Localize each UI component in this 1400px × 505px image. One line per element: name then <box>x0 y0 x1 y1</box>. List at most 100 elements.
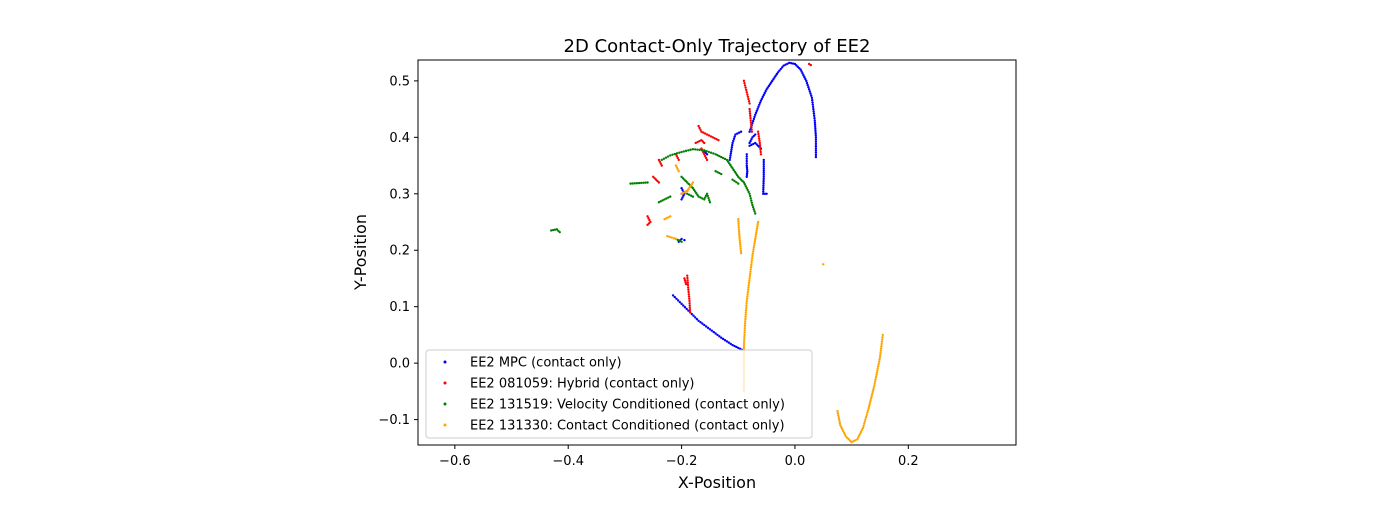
data-point <box>721 156 725 160</box>
legend-marker <box>443 402 447 406</box>
data-point <box>673 152 676 156</box>
data-point <box>873 380 877 383</box>
data-point <box>814 151 818 154</box>
plot-frame <box>417 59 1017 446</box>
data-point <box>706 326 710 330</box>
data-point <box>737 224 740 227</box>
data-point <box>686 274 689 277</box>
data-point <box>686 281 690 284</box>
legend-label: EE2 081059: Hybrid (contact only) <box>470 377 694 392</box>
data-point <box>813 123 817 126</box>
data-point <box>695 192 698 195</box>
data-point <box>735 181 738 184</box>
data-point <box>858 432 862 435</box>
data-point <box>718 171 721 175</box>
data-point <box>639 181 643 185</box>
data-point <box>687 295 691 298</box>
data-point <box>814 153 818 157</box>
data-point <box>763 91 766 95</box>
data-point <box>631 182 634 185</box>
data-point <box>742 345 746 348</box>
data-point <box>703 153 706 156</box>
data-point <box>689 148 692 151</box>
data-point <box>748 277 751 280</box>
data-point <box>678 239 681 243</box>
data-point <box>670 236 673 239</box>
data-point <box>745 306 748 310</box>
data-point <box>707 196 710 200</box>
data-point <box>757 135 760 138</box>
data-point <box>745 162 748 165</box>
data-point <box>747 190 750 194</box>
y-tick-label: 0.3 <box>389 187 410 202</box>
data-point <box>748 107 751 111</box>
data-point <box>687 293 691 296</box>
legend-marker <box>443 423 447 427</box>
data-point <box>745 159 748 163</box>
data-point <box>742 79 746 83</box>
data-point <box>791 62 795 65</box>
data-point <box>748 194 752 198</box>
data-point <box>729 154 732 157</box>
data-point <box>738 347 742 351</box>
data-point <box>703 154 707 158</box>
data-point <box>735 173 739 177</box>
data-point <box>734 172 738 175</box>
data-point <box>751 252 754 255</box>
data-point <box>733 344 736 348</box>
data-point <box>743 338 746 341</box>
data-point <box>744 311 748 314</box>
data-point <box>644 181 647 184</box>
data-point <box>749 197 752 200</box>
data-point <box>703 198 706 201</box>
series-1 <box>671 61 818 352</box>
data-point <box>713 137 716 140</box>
data-point <box>813 119 816 122</box>
data-point <box>681 196 684 199</box>
data-point <box>698 139 701 143</box>
data-point <box>813 116 816 120</box>
data-point <box>814 149 818 152</box>
data-point <box>753 239 757 243</box>
data-point <box>743 331 746 334</box>
data-point <box>693 148 697 151</box>
data-point <box>751 119 755 123</box>
data-point <box>696 148 699 151</box>
data-point <box>750 199 753 202</box>
data-point <box>743 183 747 186</box>
data-point <box>699 196 702 199</box>
data-point <box>762 186 765 189</box>
data-point <box>756 107 759 110</box>
data-point <box>814 138 818 141</box>
data-point <box>852 440 855 443</box>
data-point <box>683 279 687 282</box>
data-point <box>696 193 699 197</box>
data-point <box>687 290 690 294</box>
y-tick-label: 0.2 <box>389 244 410 259</box>
data-point <box>718 335 721 338</box>
data-point <box>880 340 884 343</box>
data-point <box>688 311 692 314</box>
data-point <box>868 403 871 406</box>
data-point <box>691 195 695 198</box>
data-point <box>742 181 746 184</box>
data-point <box>727 341 731 344</box>
data-point <box>657 201 661 204</box>
data-point <box>675 166 679 169</box>
data-point <box>743 81 746 85</box>
data-point <box>635 182 639 185</box>
data-point <box>697 124 700 128</box>
data-point <box>880 345 883 348</box>
data-point <box>859 430 863 434</box>
data-point <box>750 128 753 131</box>
data-point <box>762 93 765 97</box>
data-point <box>872 386 875 389</box>
data-point <box>680 150 683 154</box>
data-point <box>748 272 752 276</box>
data-point <box>864 415 868 419</box>
data-point <box>715 138 718 141</box>
data-point <box>680 237 683 241</box>
data-point <box>745 168 749 171</box>
data-point <box>751 205 755 209</box>
data-point <box>732 139 735 143</box>
